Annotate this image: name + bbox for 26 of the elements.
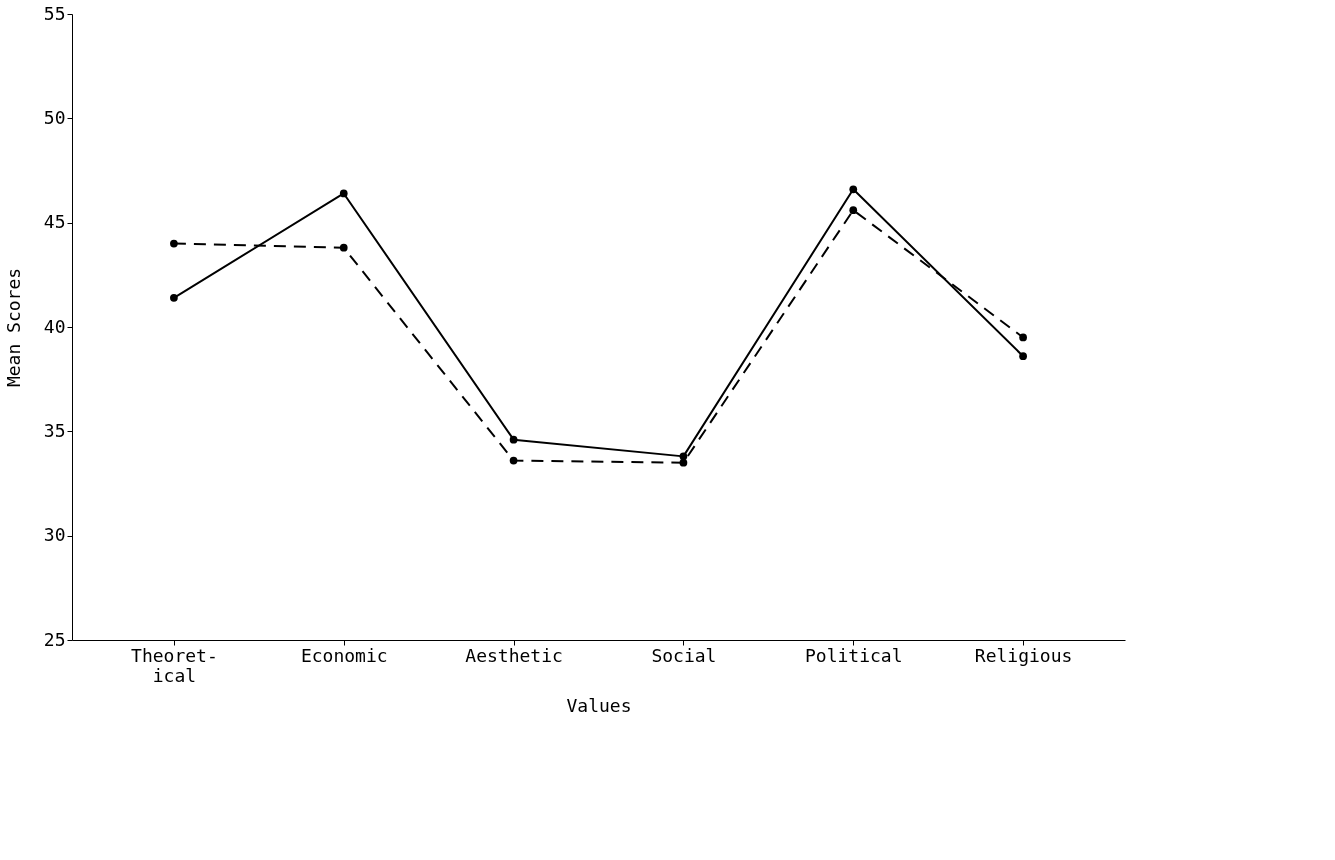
x-tick-label: Aesthetic — [465, 644, 563, 666]
point — [849, 185, 858, 194]
point — [170, 293, 178, 302]
x-tick-label: Economic — [300, 644, 388, 666]
point — [170, 239, 178, 248]
y-axis-title: Mean Scores — [2, 267, 24, 388]
y-tick-label: 30 — [43, 524, 66, 546]
x-axis-title: Values — [566, 694, 632, 716]
y-tick-label: 40 — [43, 315, 66, 337]
x-tick-label: Theoret- ical — [131, 644, 218, 686]
y-tick-label: 35 — [43, 419, 66, 441]
point — [849, 206, 858, 215]
y-tick-label: 45 — [43, 211, 66, 233]
point — [679, 458, 688, 467]
point — [509, 435, 518, 444]
point — [509, 456, 518, 465]
point — [339, 243, 348, 252]
point — [1019, 352, 1027, 361]
point — [1019, 333, 1027, 342]
y-tick-label: 25 — [43, 628, 66, 650]
y-tick-label: 55 — [43, 2, 66, 24]
point — [339, 189, 348, 198]
y-tick-label: 50 — [43, 106, 66, 128]
x-tick-label: Social — [651, 644, 717, 666]
x-tick-label: Political — [804, 644, 903, 666]
x-tick-label: Religious — [974, 644, 1073, 666]
